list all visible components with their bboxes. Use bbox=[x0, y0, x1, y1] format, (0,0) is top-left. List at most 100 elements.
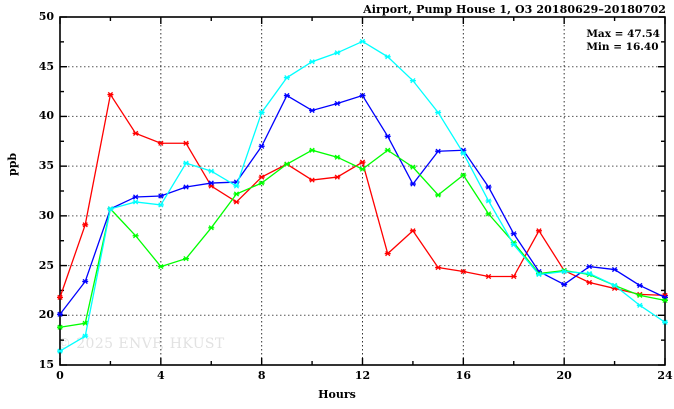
x-tick-label: 4 bbox=[157, 369, 165, 382]
data-point-marker bbox=[460, 172, 467, 178]
data-point-marker bbox=[636, 302, 643, 308]
data-point-marker bbox=[57, 348, 63, 354]
y-tick-label: 25 bbox=[38, 258, 54, 272]
data-point-marker bbox=[435, 192, 442, 198]
axis-ticks bbox=[59, 16, 666, 366]
data-point-marker bbox=[258, 109, 265, 116]
data-point-marker bbox=[662, 297, 668, 303]
minmax-annotation: Max = 47.54 Min = 16.40 bbox=[586, 28, 660, 54]
data-point-marker bbox=[57, 311, 63, 317]
data-point-marker bbox=[409, 228, 416, 234]
data-point-marker bbox=[258, 180, 265, 186]
data-point-marker bbox=[359, 92, 366, 99]
data-series bbox=[57, 38, 668, 354]
data-point-marker bbox=[611, 266, 618, 273]
data-point-marker bbox=[636, 282, 643, 289]
data-point-marker bbox=[435, 148, 442, 154]
data-point-marker bbox=[258, 174, 265, 180]
max-annotation-label: Max = 47.54 bbox=[586, 28, 660, 40]
data-point-marker bbox=[561, 281, 568, 288]
data-point-marker bbox=[132, 130, 139, 136]
data-point-marker bbox=[510, 242, 517, 248]
data-point-marker bbox=[233, 191, 240, 197]
data-point-marker bbox=[309, 107, 316, 114]
data-point-marker bbox=[57, 324, 63, 330]
x-axis-label: Hours bbox=[318, 388, 356, 401]
data-point-marker bbox=[435, 264, 442, 271]
data-point-marker bbox=[535, 228, 542, 234]
data-point-marker bbox=[460, 150, 467, 156]
data-point-marker bbox=[334, 50, 341, 56]
data-point-marker bbox=[359, 166, 366, 172]
data-point-marker bbox=[107, 91, 114, 98]
data-point-marker bbox=[586, 279, 593, 286]
data-point-marker bbox=[586, 270, 593, 277]
y-tick-label: 35 bbox=[38, 159, 54, 173]
data-point-marker bbox=[132, 194, 139, 200]
x-tick-label: 16 bbox=[455, 369, 471, 382]
data-point-marker bbox=[409, 181, 416, 187]
data-point-marker bbox=[384, 147, 391, 153]
data-point-marker bbox=[283, 75, 290, 81]
data-point-marker bbox=[409, 164, 416, 170]
data-point-marker bbox=[82, 333, 89, 339]
data-point-marker bbox=[208, 180, 215, 186]
data-point-marker bbox=[309, 147, 316, 153]
data-point-marker bbox=[309, 177, 316, 183]
data-point-marker bbox=[586, 263, 593, 270]
data-point-marker bbox=[334, 174, 341, 180]
data-point-marker bbox=[359, 38, 366, 45]
data-point-marker bbox=[57, 294, 63, 301]
data-point-marker bbox=[309, 59, 316, 65]
data-point-marker bbox=[334, 100, 341, 107]
data-point-marker bbox=[157, 202, 164, 208]
data-point-marker bbox=[510, 273, 517, 280]
data-series bbox=[57, 92, 668, 317]
data-point-marker bbox=[283, 92, 290, 99]
data-point-marker bbox=[157, 263, 164, 270]
gridlines bbox=[60, 17, 665, 365]
data-point-marker bbox=[183, 255, 190, 262]
data-point-marker bbox=[132, 199, 139, 205]
data-point-marker bbox=[611, 282, 618, 289]
data-point-marker bbox=[561, 268, 568, 275]
data-point-marker bbox=[208, 168, 215, 174]
x-tick-label: 20 bbox=[556, 369, 572, 382]
data-point-marker bbox=[485, 184, 492, 190]
data-point-marker bbox=[384, 54, 391, 60]
y-tick-label: 50 bbox=[38, 10, 54, 23]
data-point-marker bbox=[535, 271, 542, 278]
data-point-marker bbox=[183, 140, 190, 146]
data-point-marker bbox=[132, 233, 139, 239]
data-point-marker bbox=[485, 211, 492, 217]
x-tick-label: 8 bbox=[257, 369, 266, 382]
data-point-marker bbox=[384, 251, 391, 257]
data-point-marker bbox=[485, 198, 492, 204]
data-point-marker bbox=[384, 133, 391, 139]
data-point-marker bbox=[485, 273, 492, 280]
data-point-marker bbox=[283, 161, 290, 167]
data-point-marker bbox=[510, 231, 517, 237]
x-tick-label: 0 bbox=[56, 369, 64, 382]
data-point-marker bbox=[662, 319, 668, 325]
data-point-marker bbox=[334, 154, 341, 160]
data-point-marker bbox=[157, 140, 164, 146]
min-annotation-label: Min = 16.40 bbox=[586, 41, 659, 53]
data-point-marker bbox=[183, 184, 190, 190]
y-tick-label: 15 bbox=[38, 358, 54, 371]
data-point-marker bbox=[107, 206, 114, 212]
y-tick-label: 30 bbox=[38, 208, 54, 222]
series-line bbox=[59, 149, 666, 328]
data-point-marker bbox=[82, 278, 89, 285]
data-point-marker bbox=[409, 78, 416, 84]
data-point-marker bbox=[183, 160, 190, 166]
data-point-marker bbox=[258, 143, 265, 149]
data-point-marker bbox=[208, 225, 215, 231]
data-point-marker bbox=[233, 199, 240, 205]
data-point-marker bbox=[460, 268, 467, 275]
x-tick-label: 24 bbox=[657, 369, 673, 382]
y-tick-label: 45 bbox=[38, 59, 54, 73]
x-tick-label: 12 bbox=[354, 369, 371, 382]
